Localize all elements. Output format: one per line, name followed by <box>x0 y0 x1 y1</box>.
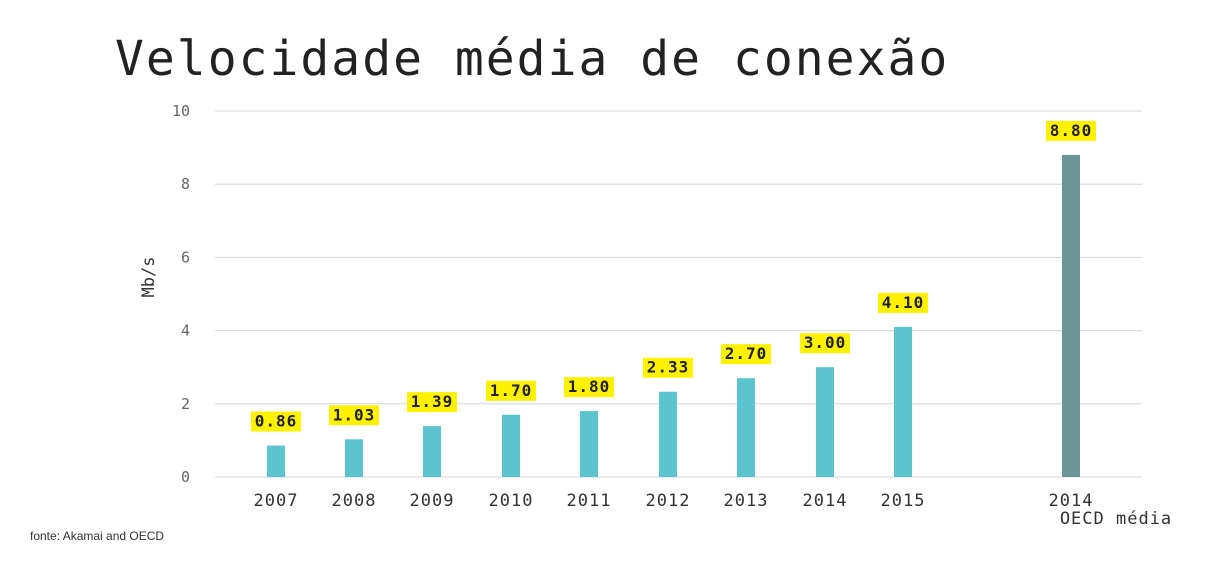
bar <box>580 411 598 477</box>
bar <box>737 378 755 477</box>
value-label: 0.86 <box>255 412 298 431</box>
y-tick-label: 0 <box>181 468 190 486</box>
value-label-bg <box>878 292 928 313</box>
category-label: 2007 <box>254 491 299 511</box>
value-label: 8.80 <box>1050 121 1093 140</box>
y-tick-label: 8 <box>181 175 190 193</box>
value-label-bg <box>1046 120 1096 141</box>
value-label-bg <box>564 377 614 398</box>
value-label: 4.10 <box>882 293 925 312</box>
bar <box>502 414 520 477</box>
bars <box>267 154 1080 478</box>
bar <box>345 439 363 477</box>
value-label: 1.03 <box>333 405 376 424</box>
category-label: 2013 <box>724 491 769 511</box>
category-label: 2015 <box>881 491 926 511</box>
category-label: 2012 <box>646 491 691 511</box>
bar <box>816 367 834 477</box>
value-label: 1.70 <box>490 381 533 400</box>
y-tick-label: 10 <box>172 102 190 120</box>
y-tick-label: 2 <box>181 395 190 413</box>
bar <box>659 391 677 477</box>
y-axis-label: Mb/s <box>139 257 159 298</box>
category-label: OECD média <box>1060 509 1172 529</box>
chart-title: Velocidade média de conexão <box>115 31 949 87</box>
category-label: 2014 <box>1049 491 1094 511</box>
value-label: 2.70 <box>725 344 768 363</box>
category-label: 2008 <box>332 491 377 511</box>
bar <box>1062 154 1080 478</box>
value-label-bg <box>251 411 301 432</box>
value-labels: 0.86 1.03 1.39 1.70 1.80 2.33 2.70 3.00 4.10 8.80 <box>251 120 1096 432</box>
value-label: 3.00 <box>804 333 847 352</box>
value-label-bg <box>643 357 693 378</box>
category-label: 2011 <box>567 491 612 511</box>
bar <box>423 426 441 477</box>
category-labels: 2007 2008 2009 2010 2011 2012 2013 2014 2015 2014… <box>254 491 1172 529</box>
gridlines: 0 2 4 6 8 10 <box>172 102 1142 486</box>
source-note: fonte: Akamai and OECD <box>30 529 164 543</box>
value-label: 1.80 <box>568 377 611 396</box>
y-tick-label: 4 <box>181 322 190 340</box>
value-label-bg <box>800 333 850 354</box>
category-label: 2009 <box>410 491 455 511</box>
value-label-bg <box>486 380 536 401</box>
value-label-bg <box>329 405 379 426</box>
bar <box>894 326 912 477</box>
value-label-bg <box>407 392 457 413</box>
category-label: 2014 <box>803 491 848 511</box>
bar <box>267 445 285 477</box>
value-label: 1.39 <box>411 392 454 411</box>
y-tick-label: 6 <box>181 248 190 266</box>
value-label: 2.33 <box>647 358 690 377</box>
category-label: 2010 <box>489 491 534 511</box>
value-label-bg <box>721 344 771 365</box>
